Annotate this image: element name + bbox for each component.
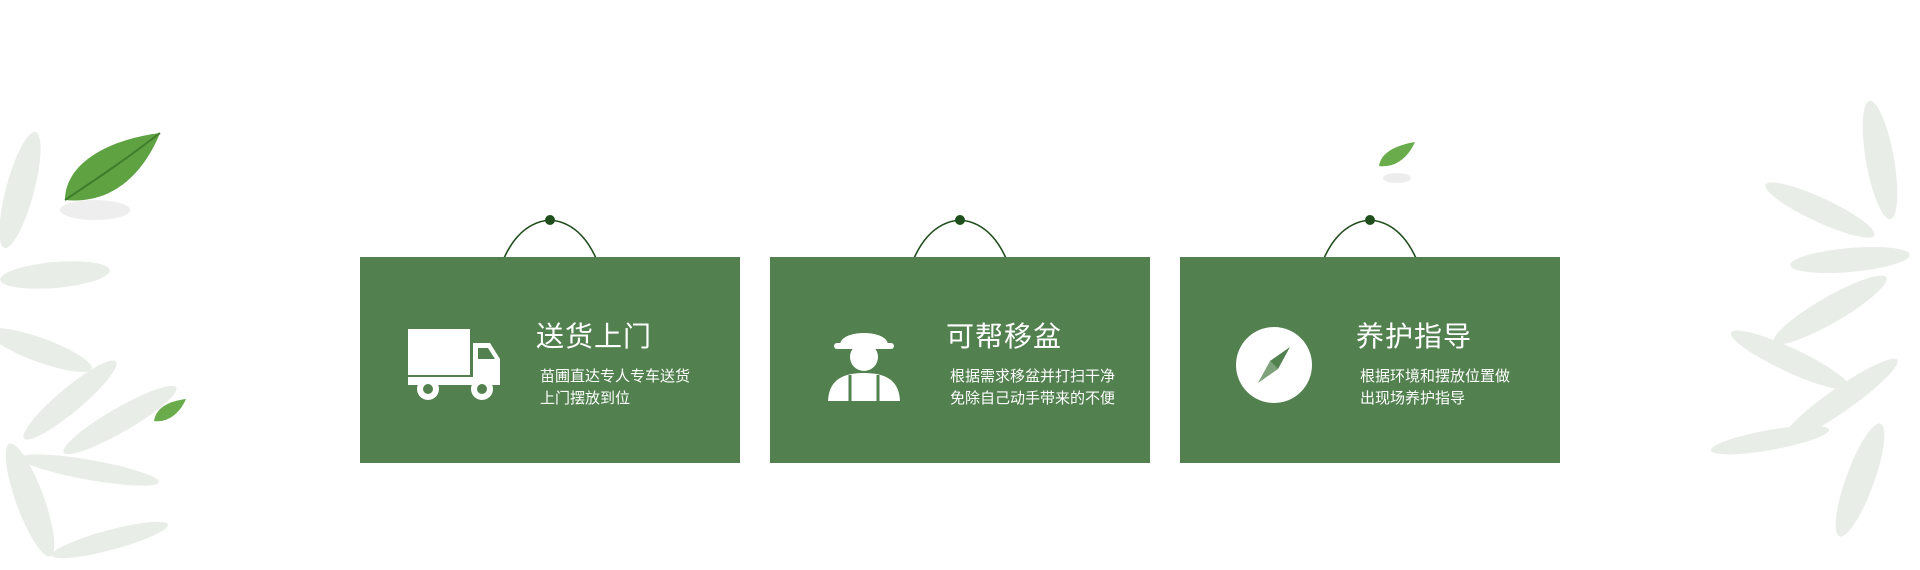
card-title: 可帮移盆 bbox=[946, 320, 1063, 353]
truck-icon bbox=[408, 329, 500, 400]
foliage-right-decoration bbox=[1710, 100, 1910, 537]
green-leaf-small-icon bbox=[154, 399, 186, 422]
green-leaf-large-icon bbox=[60, 132, 161, 220]
service-card-delivery: 送货上门 苗圃直达专人专车送货 上门摆放到位 bbox=[360, 257, 740, 463]
service-card-repotting: 可帮移盆 根据需求移盆并打扫干净 免除自己动手带来的不便 bbox=[770, 257, 1150, 463]
compass-icon bbox=[1236, 327, 1312, 403]
card-title: 养护指导 bbox=[1356, 320, 1473, 353]
worker-icon bbox=[828, 333, 900, 401]
service-card-care-guide: 养护指导 根据环境和摆放位置做 出现场养护指导 bbox=[1180, 257, 1560, 463]
card-description: 根据环境和摆放位置做 出现场养护指导 bbox=[1360, 367, 1511, 407]
foliage-left-decoration bbox=[0, 131, 177, 559]
green-leaf-small-icon bbox=[1379, 142, 1415, 183]
card-title: 送货上门 bbox=[536, 320, 653, 353]
card-description: 苗圃直达专人专车送货 上门摆放到位 bbox=[540, 367, 691, 407]
card-description: 根据需求移盆并打扫干净 免除自己动手带来的不便 bbox=[950, 367, 1116, 407]
